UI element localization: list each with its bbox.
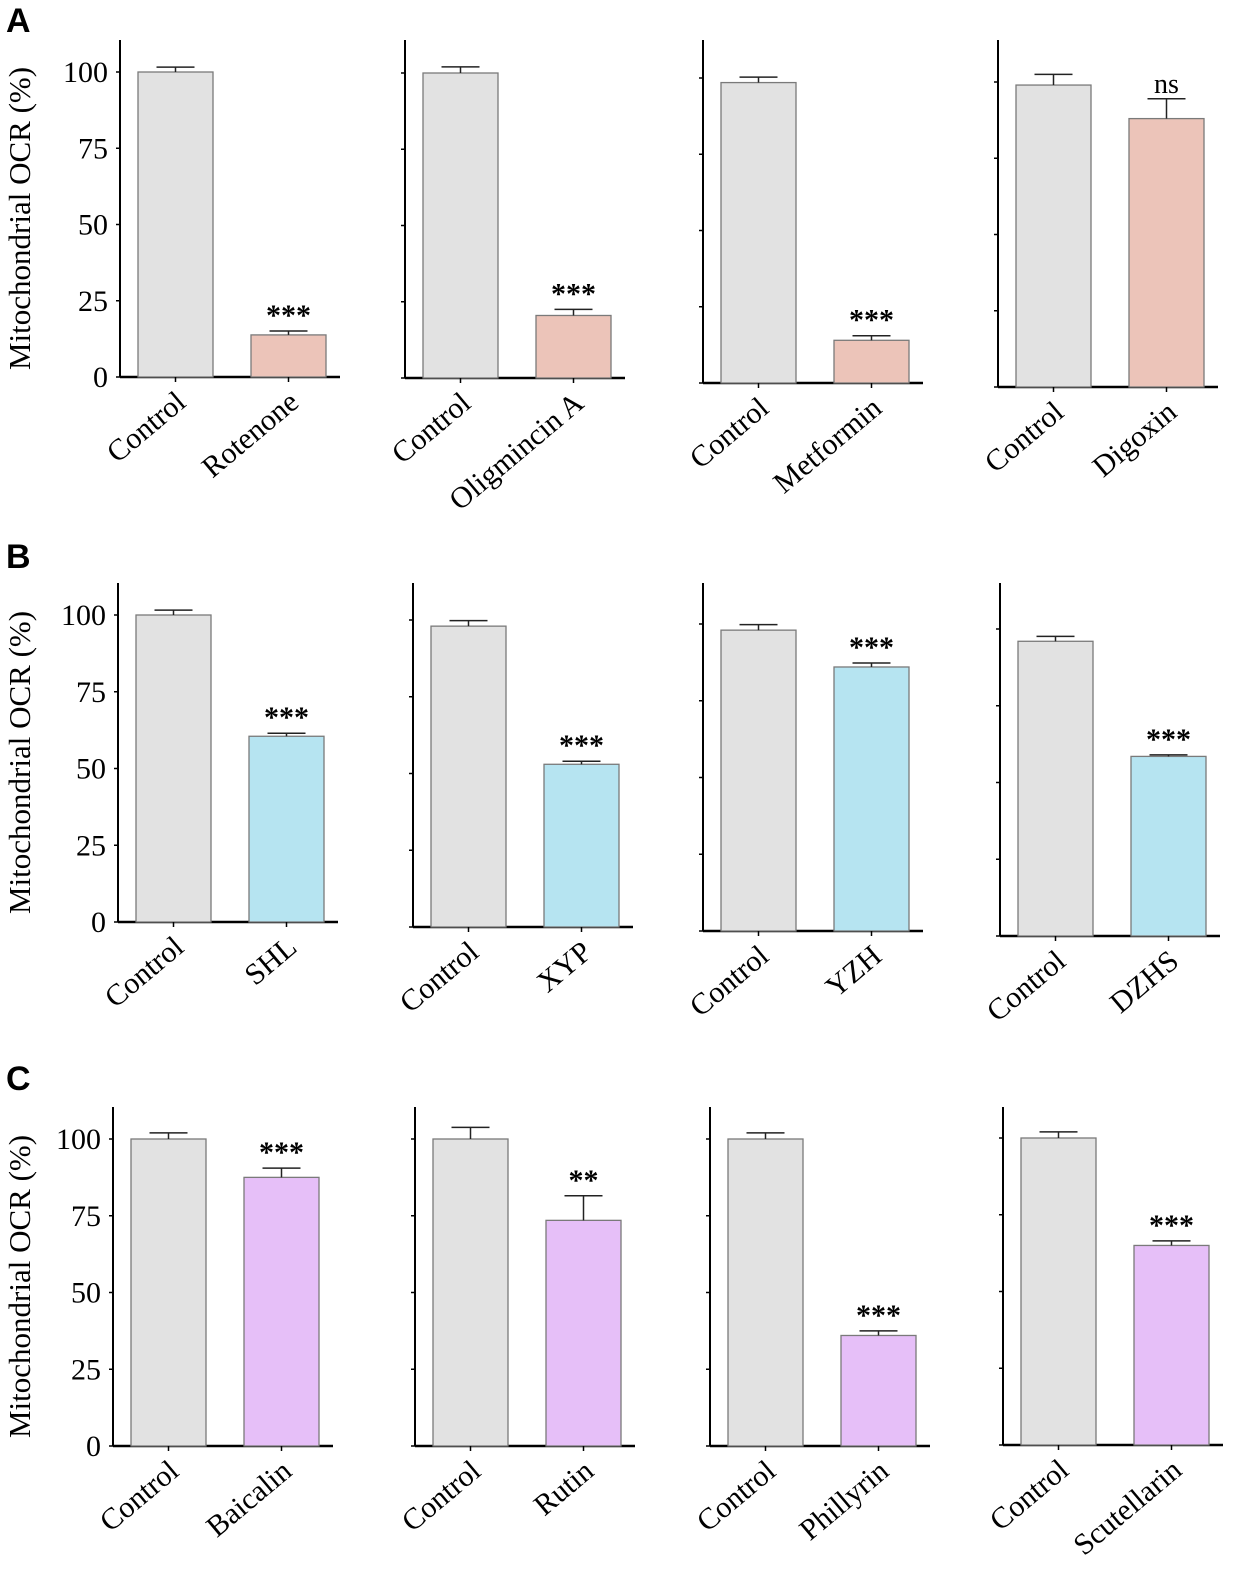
x-tick-label: XYP — [531, 935, 598, 999]
significance-label: *** — [1146, 723, 1191, 756]
y-tick-label: 75 — [71, 1200, 101, 1233]
bar-treatment — [535, 314, 612, 379]
x-tick-label: SHL — [238, 930, 303, 992]
y-tick-label: 50 — [71, 1277, 101, 1310]
bar-control — [720, 81, 797, 384]
significance-label: *** — [1149, 1209, 1194, 1242]
x-tick-label: Control — [691, 1454, 782, 1538]
bar-panel: Control XYP *** — [394, 583, 633, 1019]
y-tick-label: 50 — [78, 209, 108, 242]
x-tick-label: Control — [396, 1454, 487, 1538]
bar-control — [422, 72, 499, 379]
significance-label: *** — [551, 277, 596, 310]
x-tick-label: Metformin — [767, 391, 888, 500]
y-tick-label: 0 — [91, 906, 106, 939]
y-tick-label: 50 — [76, 753, 106, 786]
x-tick-label: Digoxin — [1086, 395, 1183, 483]
significance-label: *** — [856, 1299, 901, 1332]
bar-treatment — [1130, 755, 1207, 937]
significance-label: *** — [849, 304, 894, 337]
x-tick-label: Control — [386, 386, 477, 470]
significance-label: ** — [569, 1164, 599, 1197]
bar-panel: 0 25 50 75 100 Control Rotenone *** — [63, 40, 340, 484]
y-tick-label: 25 — [78, 285, 108, 318]
bar-panel: Control YZH *** — [684, 583, 923, 1023]
bar-panel: Control Phillyrin *** — [691, 1107, 930, 1547]
bar-control — [1015, 84, 1092, 388]
significance-label: *** — [266, 299, 311, 332]
bar-panel: Control DZHS *** — [981, 583, 1220, 1028]
y-tick-label: 25 — [71, 1353, 101, 1386]
x-tick-label: Control — [981, 944, 1072, 1028]
x-tick-label: Control — [99, 930, 190, 1014]
y-tick-label: 75 — [76, 676, 106, 709]
significance-label: *** — [264, 701, 309, 734]
significance-label: *** — [849, 631, 894, 664]
y-tick-label: 0 — [86, 1430, 101, 1463]
panel-letter: C — [6, 1060, 31, 1098]
y-tick-label: 100 — [56, 1123, 101, 1156]
x-tick-label: Control — [984, 1453, 1075, 1537]
bar-control — [1020, 1137, 1097, 1446]
bar-treatment — [833, 339, 910, 384]
bar-panel: Control Rutin ** — [396, 1107, 635, 1538]
bar-treatment — [545, 1219, 622, 1447]
x-tick-label: Control — [394, 935, 485, 1019]
chart-row-b: B Mitochondrial OCR (%) 0 25 50 75 100 Control S… — [2, 538, 1220, 1028]
x-tick-label: Baicalin — [200, 1454, 298, 1544]
bar-control — [430, 625, 507, 928]
y-axis-label: Mitochondrial OCR (%) — [2, 611, 37, 914]
x-tick-label: Control — [101, 385, 192, 469]
y-axis-label: Mitochondrial OCR (%) — [2, 67, 37, 370]
y-tick-label: 100 — [61, 599, 106, 632]
bar-control — [727, 1138, 804, 1447]
x-tick-label: Control — [684, 939, 775, 1023]
bar-control — [720, 629, 797, 932]
x-tick-label: Control — [684, 391, 775, 475]
bar-treatment — [1128, 117, 1205, 388]
bar-control — [1017, 640, 1094, 937]
y-tick-label: 100 — [63, 56, 108, 89]
y-tick-label: 0 — [93, 361, 108, 394]
bar-control — [130, 1138, 207, 1447]
y-tick-label: 75 — [78, 132, 108, 165]
x-tick-label: YZH — [820, 939, 888, 1004]
significance-label: *** — [259, 1136, 304, 1169]
bar-treatment — [840, 1334, 917, 1447]
x-tick-label: Scutellarin — [1067, 1453, 1188, 1562]
bar-treatment — [248, 735, 325, 923]
significance-label: *** — [559, 729, 604, 762]
bar-treatment — [1133, 1244, 1210, 1446]
bar-treatment — [250, 334, 327, 378]
bar-treatment — [833, 666, 910, 932]
bar-control — [432, 1138, 509, 1447]
x-tick-label: Rotenone — [196, 385, 305, 484]
bar-panel: 0 25 50 75 100 Control Baicalin *** — [56, 1107, 333, 1544]
panel-letter: A — [6, 2, 31, 40]
x-tick-label: DZHS — [1104, 944, 1185, 1020]
bar-panel: 0 25 50 75 100 Control SHL *** — [61, 583, 338, 1014]
bar-control — [135, 614, 212, 923]
y-axis-label: Mitochondrial OCR (%) — [2, 1135, 37, 1438]
x-tick-label: Rutin — [528, 1454, 600, 1522]
bar-panel: Control Digoxin ns — [979, 40, 1218, 484]
x-tick-label: Control — [979, 395, 1070, 479]
significance-label: ns — [1154, 69, 1179, 100]
x-tick-label: Control — [94, 1454, 185, 1538]
y-tick-label: 25 — [76, 829, 106, 862]
panel-letter: B — [6, 538, 31, 576]
x-tick-label: Phillyrin — [793, 1454, 895, 1547]
bar-treatment — [543, 763, 620, 928]
bar-treatment — [243, 1176, 320, 1447]
bar-control — [137, 71, 214, 378]
